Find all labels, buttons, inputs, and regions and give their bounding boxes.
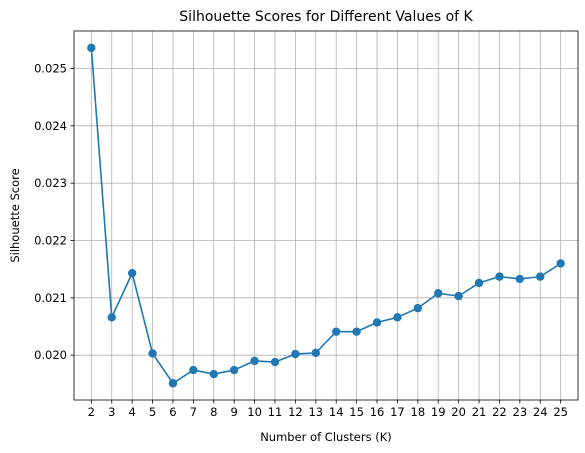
x-tick-label: 7 — [190, 405, 197, 419]
y-tick-label: 0.023 — [34, 176, 67, 190]
x-tick-label: 22 — [492, 405, 507, 419]
y-axis-label: Silhouette Score — [8, 168, 22, 262]
data-point — [209, 369, 218, 379]
y-tick-label: 0.025 — [34, 61, 67, 75]
x-tick-label: 25 — [553, 405, 568, 419]
x-axis-label: Number of Clusters (K) — [260, 430, 392, 444]
y-tick-label: 0.022 — [34, 233, 67, 247]
data-point — [168, 379, 178, 388]
data-point — [311, 348, 320, 358]
x-tick-label: 11 — [268, 405, 283, 419]
data-point — [413, 303, 423, 313]
data-point — [515, 274, 525, 284]
x-tick-label: 3 — [108, 405, 115, 419]
x-tick-label: 20 — [451, 405, 466, 419]
chart-title: Silhouette Scores for Different Values o… — [179, 9, 473, 25]
x-tick-label: 17 — [390, 405, 405, 419]
data-point — [107, 313, 116, 322]
data-point — [434, 289, 443, 298]
x-tick-label: 15 — [349, 405, 364, 419]
data-point — [291, 349, 300, 359]
series-line — [90, 47, 562, 385]
x-tick-label: 5 — [149, 405, 156, 419]
x-tick-label: 10 — [247, 405, 262, 419]
data-point — [495, 272, 504, 281]
data-point — [229, 365, 239, 375]
data-point — [556, 259, 565, 268]
x-tick-label: 18 — [411, 405, 426, 419]
data-series — [87, 43, 565, 388]
x-tick-label: 16 — [370, 405, 385, 419]
x-tick-label: 23 — [513, 405, 528, 419]
x-tick-label: 6 — [169, 405, 176, 419]
grid — [74, 31, 578, 400]
data-point — [189, 365, 198, 375]
x-tick-label: 4 — [128, 405, 135, 419]
data-point — [536, 272, 545, 281]
x-tick-label: 13 — [308, 405, 323, 419]
x-tick-label: 21 — [472, 405, 487, 419]
data-point — [372, 318, 382, 327]
axis-ticks: 2 3 4 5 6 7 8 9 10 11 12 13 14 15 16 17 18 19 20 21 22 23 24 25… — [34, 61, 568, 419]
x-tick-label: 12 — [288, 405, 303, 419]
y-tick-label: 0.020 — [34, 348, 67, 362]
x-tick-label: 19 — [431, 405, 446, 419]
data-point — [87, 43, 96, 53]
plot-area — [73, 30, 579, 401]
y-tick-label: 0.024 — [34, 119, 67, 133]
y-tick-label: 0.021 — [34, 291, 67, 305]
data-point — [393, 313, 402, 322]
x-tick-label: 2 — [88, 405, 95, 419]
x-tick-label: 9 — [231, 405, 238, 419]
data-point — [474, 278, 484, 288]
data-point — [332, 327, 341, 336]
data-point — [454, 291, 463, 301]
data-point — [148, 349, 157, 358]
data-point — [270, 357, 280, 367]
x-tick-label: 8 — [210, 405, 217, 419]
x-tick-label: 14 — [329, 405, 344, 419]
x-tick-label: 24 — [533, 405, 548, 419]
data-point — [250, 356, 259, 366]
data-point — [127, 268, 137, 278]
data-point — [352, 327, 361, 336]
